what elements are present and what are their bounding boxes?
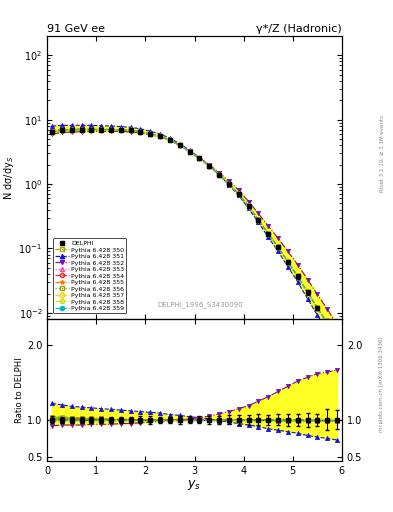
Text: γ*/Z (Hadronic): γ*/Z (Hadronic) bbox=[256, 24, 342, 34]
Text: DELPHI_1996_S3430090: DELPHI_1996_S3430090 bbox=[158, 301, 243, 308]
X-axis label: $y_s$: $y_s$ bbox=[187, 478, 202, 493]
Text: 91 GeV ee: 91 GeV ee bbox=[47, 24, 105, 34]
Text: Rivet 3.1.10; ≥ 3.1M events: Rivet 3.1.10; ≥ 3.1M events bbox=[380, 115, 384, 192]
Text: mcplots.cern.ch [arXiv:1306.3436]: mcplots.cern.ch [arXiv:1306.3436] bbox=[380, 336, 384, 432]
Legend: DELPHI, Pythia 6.428 350, Pythia 6.428 351, Pythia 6.428 352, Pythia 6.428 353, : DELPHI, Pythia 6.428 350, Pythia 6.428 3… bbox=[53, 239, 127, 313]
Y-axis label: N dσ/dy$_S$: N dσ/dy$_S$ bbox=[2, 156, 16, 200]
Y-axis label: Ratio to DELPHI: Ratio to DELPHI bbox=[15, 357, 24, 423]
